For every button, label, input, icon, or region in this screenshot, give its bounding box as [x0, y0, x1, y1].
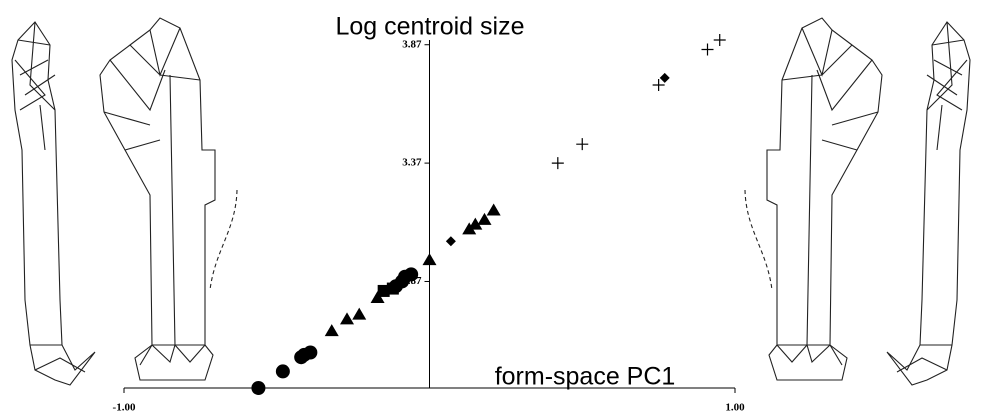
data-point — [377, 284, 390, 297]
data-point — [486, 203, 501, 216]
data-point — [340, 312, 355, 325]
data-point — [422, 253, 437, 266]
data-point — [701, 43, 714, 56]
data-point — [251, 381, 266, 395]
y-tick-label: 3.87 — [402, 38, 422, 50]
y-axis-title: Log centroid size — [335, 13, 524, 41]
data-point — [352, 307, 367, 320]
bone-drawing — [886, 21, 971, 386]
data-point — [303, 345, 318, 360]
data-point — [275, 364, 290, 379]
data-point — [386, 282, 399, 295]
bone-drawing — [99, 17, 238, 381]
data-point — [370, 291, 385, 304]
data-point — [652, 78, 665, 91]
x-tick-label: 1.00 — [725, 402, 745, 414]
bone-drawing — [744, 17, 883, 381]
y-tick-label: 3.37 — [402, 157, 422, 169]
data-point — [445, 236, 456, 247]
data-point — [551, 157, 564, 170]
x-tick-label: -1.00 — [113, 402, 136, 414]
bone-drawing — [11, 21, 96, 386]
data-point — [468, 217, 483, 230]
data-point — [324, 324, 339, 337]
data-point — [659, 72, 670, 83]
data-point — [404, 267, 419, 282]
data-point — [576, 138, 589, 151]
x-axis-title: form-space PC1 — [495, 363, 676, 391]
data-point — [713, 34, 726, 46]
data-point — [477, 212, 492, 225]
